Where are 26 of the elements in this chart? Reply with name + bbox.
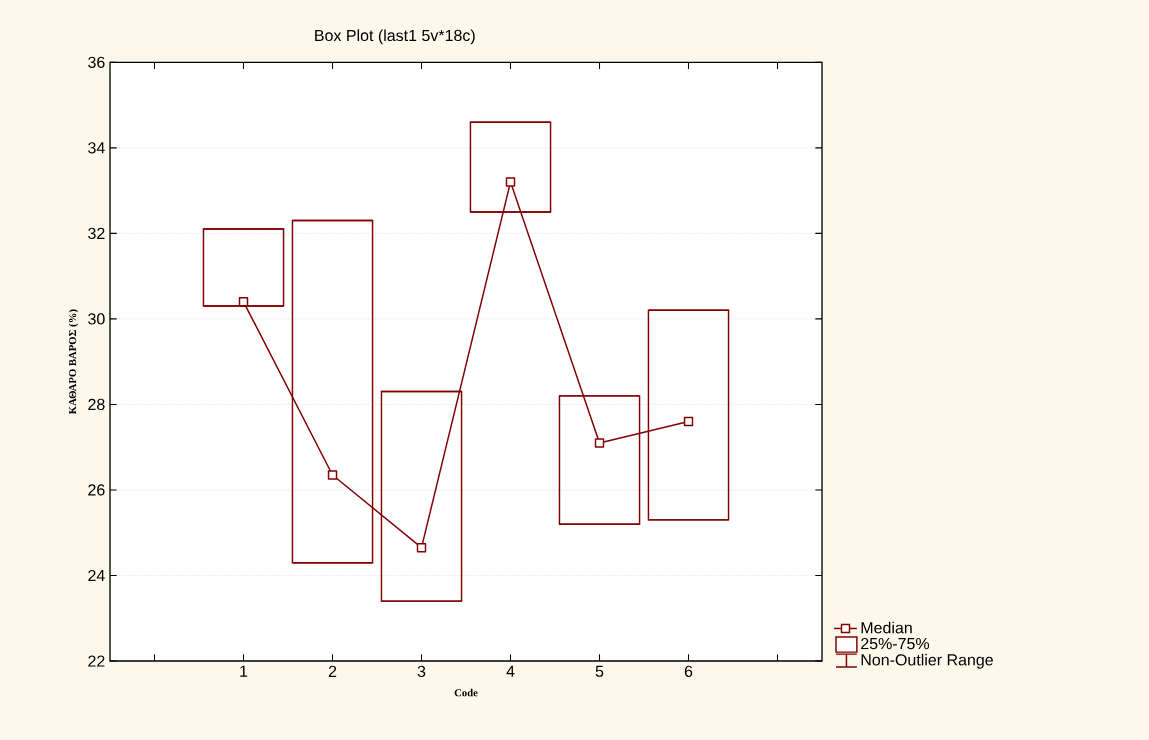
legend-label: 25%-75% (861, 637, 930, 650)
text: Non-Outlier Range (861, 653, 993, 669)
point (238, 297, 249, 307)
x-tick-label: 6 (684, 665, 693, 678)
y-tick-label: 36 (88, 56, 105, 68)
y-tick-label: 28 (88, 398, 105, 411)
point (683, 416, 694, 427)
y-tick-label: 26 (88, 484, 105, 496)
x-axis-title: Code (454, 688, 478, 697)
x-tick-label: 3 (417, 665, 426, 678)
x-tick-label: 2 (328, 665, 337, 677)
point (416, 542, 427, 553)
y-tick-label: 34 (88, 142, 105, 154)
x-tick-label: 1 (240, 665, 248, 677)
point (327, 470, 338, 480)
x-tick-label: 5 (595, 665, 604, 677)
point (594, 438, 605, 448)
point (505, 177, 516, 187)
chart-title: Box Plot (last1 5v*18c) (315, 29, 475, 45)
y-axis-title: ΚΑΘΑΡΟ ΒΑΡΟΣ (%) (68, 309, 79, 415)
legend-label: Median (861, 621, 912, 634)
y-tick-label: 22 (88, 655, 105, 667)
y-tick-label: 30 (88, 313, 105, 325)
y-tick-label: 32 (88, 227, 105, 240)
y-tick-label: 24 (88, 569, 105, 582)
x-tick-label: 4 (506, 665, 515, 677)
